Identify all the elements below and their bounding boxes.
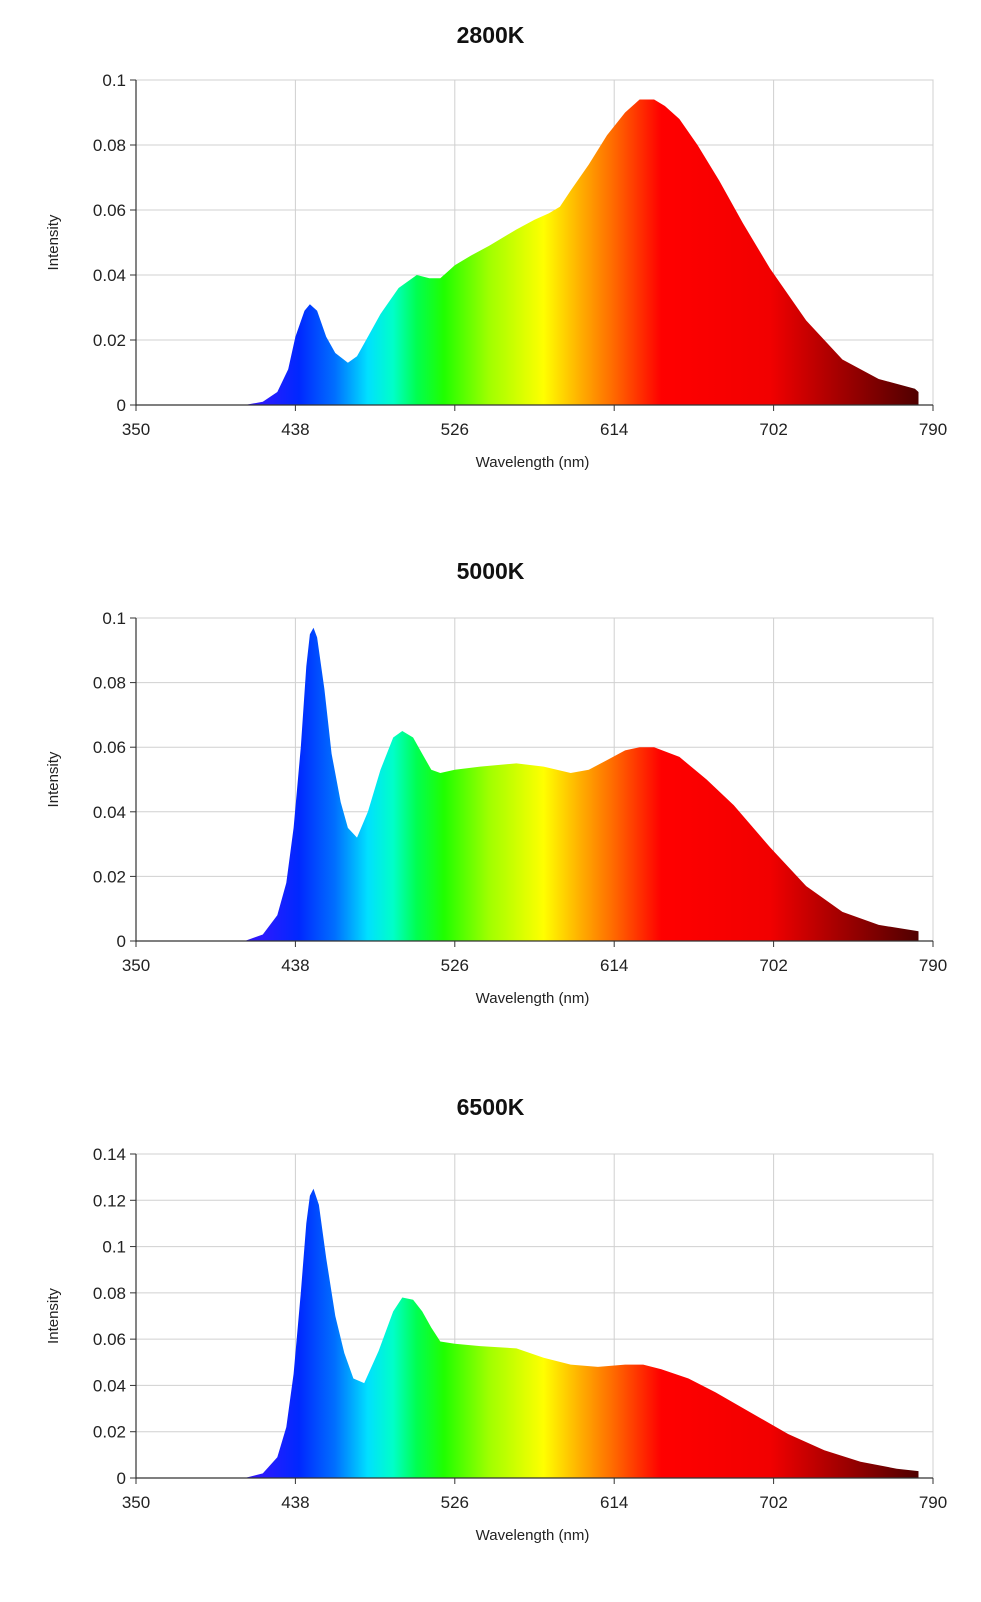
x-tick-label: 702 — [759, 956, 787, 975]
y-tick-label: 0 — [117, 1469, 126, 1488]
x-tick-label: 790 — [919, 956, 947, 975]
x-axis-label: Wavelength (nm) — [476, 1527, 590, 1544]
x-tick-label: 438 — [281, 420, 309, 439]
x-tick-label: 350 — [122, 1493, 150, 1512]
spectrum-area — [190, 99, 919, 405]
y-tick-label: 0.02 — [93, 331, 126, 350]
spectrum-area — [190, 1188, 919, 1478]
y-tick-label: 0.08 — [93, 1284, 126, 1303]
x-tick-label: 526 — [441, 420, 469, 439]
x-tick-label: 614 — [600, 1493, 628, 1512]
chart-panel-6500k: 6500K 350 438 526 614 702 790 0 0.02 0.04 0.06 0.0… — [0, 1072, 981, 1554]
x-tick-label: 702 — [759, 420, 787, 439]
y-tick-label: 0.08 — [93, 136, 126, 155]
x-tick-label: 614 — [600, 956, 628, 975]
y-tick-label: 0.02 — [93, 1423, 126, 1442]
y-axis-label: Intensity — [45, 214, 62, 270]
x-tick-label: 790 — [919, 1493, 947, 1512]
y-tick-label: 0.06 — [93, 201, 126, 220]
y-tick-label: 0.04 — [93, 1376, 126, 1395]
spectrum-chart: 350 438 526 614 702 790 0 0.02 0.04 0.06 0.08 0.1 Wa… — [45, 609, 947, 1007]
y-tick-label: 0 — [117, 932, 126, 951]
y-tick-label: 0.06 — [93, 738, 126, 757]
y-tick-label: 0.12 — [93, 1191, 126, 1210]
y-tick-label: 0.04 — [93, 803, 126, 822]
x-tick-label: 438 — [281, 1493, 309, 1512]
x-tick-label: 526 — [441, 956, 469, 975]
y-tick-label: 0 — [117, 396, 126, 415]
chart-panel-2800k: 2800K 350 438 526 614 702 790 0 0.02 0.04 0.06 0.0… — [0, 0, 981, 530]
chart-title: 5000K — [456, 558, 525, 584]
x-tick-label: 526 — [441, 1493, 469, 1512]
y-axis-label: Intensity — [45, 1288, 62, 1344]
chart-panel-5000k: 5000K 350 438 526 614 702 790 0 0.02 0.04 0.06 0.0… — [0, 536, 981, 1066]
y-axis-label: Intensity — [45, 751, 62, 807]
y-tick-label: 0.04 — [93, 266, 126, 285]
y-tick-label: 0.1 — [102, 609, 126, 628]
x-tick-label: 350 — [122, 956, 150, 975]
x-tick-label: 790 — [919, 420, 947, 439]
y-tick-label: 0.1 — [102, 71, 126, 90]
x-tick-label: 350 — [122, 420, 150, 439]
y-tick-label: 0.02 — [93, 867, 126, 886]
x-axis-label: Wavelength (nm) — [476, 990, 590, 1007]
chart-title: 2800K — [456, 22, 525, 48]
y-tick-label: 0.08 — [93, 674, 126, 693]
x-axis-label: Wavelength (nm) — [476, 454, 590, 471]
x-tick-label: 702 — [759, 1493, 787, 1512]
spectrum-chart: 350 438 526 614 702 790 0 0.02 0.04 0.06 0.08 0.1 Wa… — [45, 71, 947, 471]
x-tick-label: 614 — [600, 420, 628, 439]
x-tick-label: 438 — [281, 956, 309, 975]
y-tick-label: 0.1 — [102, 1238, 126, 1257]
spectrum-chart: 350 438 526 614 702 790 0 0.02 0.04 0.06 0.08 0.1 0.… — [45, 1145, 947, 1544]
y-tick-label: 0.06 — [93, 1330, 126, 1349]
chart-title: 6500K — [456, 1094, 525, 1120]
spectrum-area — [190, 627, 919, 941]
y-tick-label: 0.14 — [93, 1145, 126, 1164]
